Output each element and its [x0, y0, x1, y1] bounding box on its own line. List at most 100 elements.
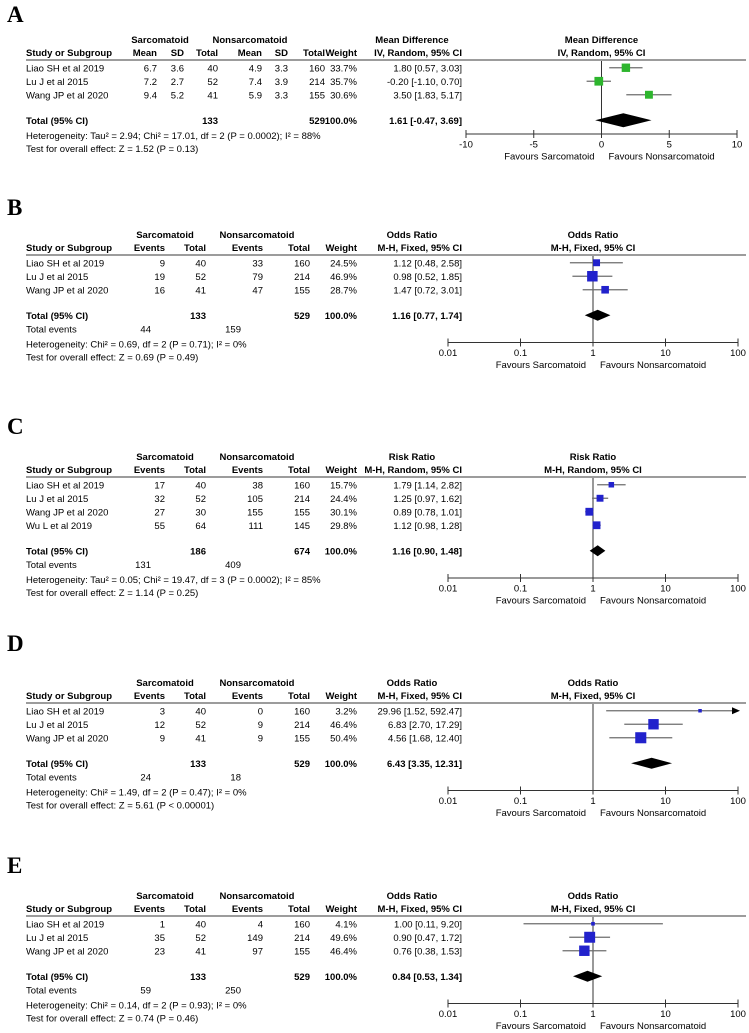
- ci-text: 0.89 [0.78, 1.01]: [393, 507, 462, 518]
- axis-tick-label: 1: [590, 348, 595, 359]
- group1-header: Sarcomatoid: [136, 678, 194, 689]
- effect-marker: [591, 921, 595, 926]
- cell-value: 5.2: [171, 90, 184, 101]
- ci-text: 0.98 [0.52, 1.85]: [393, 272, 462, 283]
- ci-text: 1.12 [0.48, 2.58]: [393, 258, 462, 269]
- method-header-plot: M-H, Fixed, 95% CI: [551, 243, 635, 254]
- col-header: Total: [184, 243, 206, 254]
- cell-value: 33.7%: [330, 63, 357, 74]
- cell-value: 64: [195, 521, 206, 532]
- ci-text: 4.56 [1.68, 12.40]: [388, 733, 462, 744]
- effect-marker: [698, 708, 702, 713]
- cell-value: 214: [294, 272, 310, 283]
- col-header: Total: [184, 465, 206, 476]
- cell-value: 160: [294, 480, 310, 491]
- total-weight: 100.0%: [325, 972, 358, 983]
- axis-tick-label: 1: [590, 584, 595, 595]
- cell-value: 16: [154, 285, 165, 296]
- overall-effect-text: Test for overall effect: Z = 5.61 (P < 0…: [26, 801, 214, 812]
- study-name: Liao SH et al 2019: [26, 706, 104, 717]
- cell-value: 35.7%: [330, 77, 357, 88]
- cell-value: 160: [294, 706, 310, 717]
- col-header: Total: [288, 691, 310, 702]
- col-header: Total: [288, 465, 310, 476]
- favours-right-label: Favours Nonsarcomatoid: [600, 808, 706, 819]
- total-weight: 100.0%: [325, 116, 358, 127]
- cell-value: 214: [294, 720, 310, 731]
- cell-value: 7.2: [144, 77, 157, 88]
- cell-value: 79: [252, 272, 263, 283]
- col-header: Events: [232, 243, 263, 254]
- col-header: SD: [275, 48, 288, 59]
- favours-left-label: Favours Sarcomatoid: [496, 360, 586, 371]
- study-name: Wang JP et al 2020: [26, 946, 108, 957]
- total-g2-value: 529: [294, 311, 310, 322]
- panel-label-B: B: [7, 195, 23, 220]
- cell-value: 46.9%: [330, 272, 357, 283]
- col-header: Weight: [326, 243, 358, 254]
- effect-marker: [594, 76, 604, 86]
- effect-header-plot: Risk Ratio: [570, 452, 617, 463]
- col-header: Events: [232, 465, 263, 476]
- cell-value: 155: [294, 733, 310, 744]
- effect-marker: [635, 732, 647, 744]
- cell-value: 155: [247, 507, 263, 518]
- cell-value: 32: [154, 494, 165, 505]
- cell-value: 145: [294, 521, 310, 532]
- effect-header-table: Risk Ratio: [389, 452, 436, 463]
- method-header-table: M-H, Fixed, 95% CI: [378, 904, 462, 915]
- overall-effect-text: Test for overall effect: Z = 1.52 (P = 0…: [26, 144, 198, 155]
- cell-value: 3.6: [171, 63, 184, 74]
- col-header: Total: [196, 48, 218, 59]
- cell-value: 111: [249, 521, 263, 532]
- axis-tick-label: 0: [599, 140, 604, 151]
- col-header: Events: [232, 904, 263, 915]
- cell-value: 5.9: [249, 90, 262, 101]
- cell-value: 19: [154, 272, 165, 283]
- cell-value: 4: [258, 919, 263, 930]
- cell-value: 9: [160, 733, 165, 744]
- cell-value: 155: [294, 507, 310, 518]
- study-name: Liao SH et al 2019: [26, 919, 104, 930]
- method-header-plot: IV, Random, 95% CI: [558, 48, 646, 59]
- study-col-header: Study or Subgroup: [26, 904, 112, 915]
- cell-value: 3.9: [275, 77, 288, 88]
- total-events-g1: 131: [135, 560, 151, 571]
- group1-header: Sarcomatoid: [131, 35, 189, 46]
- cell-value: 15.7%: [330, 480, 357, 491]
- cell-value: 41: [207, 90, 218, 101]
- cell-value: 9: [258, 733, 263, 744]
- panel-A-forest-plot: Sarcomatoid Nonsarcomatoid Mean Difference…: [26, 35, 746, 163]
- total-g2-value: 529: [309, 116, 325, 127]
- ci-text: 1.80 [0.57, 3.03]: [393, 63, 462, 74]
- col-header: Events: [134, 904, 165, 915]
- study-name: Wang JP et al 2020: [26, 733, 108, 744]
- total-g2-value: 529: [294, 972, 310, 983]
- heterogeneity-text: Heterogeneity: Chi² = 0.69, df = 2 (P = …: [26, 340, 247, 351]
- cell-value: 155: [294, 285, 310, 296]
- study-col-header: Study or Subgroup: [26, 243, 112, 254]
- heterogeneity-text: Heterogeneity: Chi² = 0.14, df = 2 (P = …: [26, 1001, 247, 1012]
- ci-text: 1.79 [1.14, 2.82]: [393, 480, 462, 491]
- study-name: Wang JP et al 2020: [26, 285, 108, 296]
- total-g1-value: 186: [190, 546, 206, 557]
- total-events-label: Total events: [26, 560, 77, 571]
- cell-value: 52: [207, 77, 218, 88]
- axis-tick-label: 0.1: [514, 348, 527, 359]
- total-events-g2: 250: [225, 985, 241, 996]
- total-events-label: Total events: [26, 324, 77, 335]
- total-events-g1: 44: [140, 324, 151, 335]
- study-name: Wu L et al 2019: [26, 521, 92, 532]
- cell-value: 41: [195, 733, 206, 744]
- col-header: Events: [134, 465, 165, 476]
- study-col-header: Study or Subgroup: [26, 691, 112, 702]
- group1-header: Sarcomatoid: [136, 452, 194, 463]
- total-ci-text: 1.16 [0.77, 1.74]: [392, 311, 462, 322]
- axis-tick-label: -5: [530, 140, 538, 151]
- col-header: SD: [171, 48, 184, 59]
- summary-diamond: [584, 309, 611, 321]
- cell-value: 160: [294, 258, 310, 269]
- heterogeneity-text: Heterogeneity: Tau² = 0.05; Chi² = 19.47…: [26, 575, 321, 586]
- col-header: Weight: [326, 904, 358, 915]
